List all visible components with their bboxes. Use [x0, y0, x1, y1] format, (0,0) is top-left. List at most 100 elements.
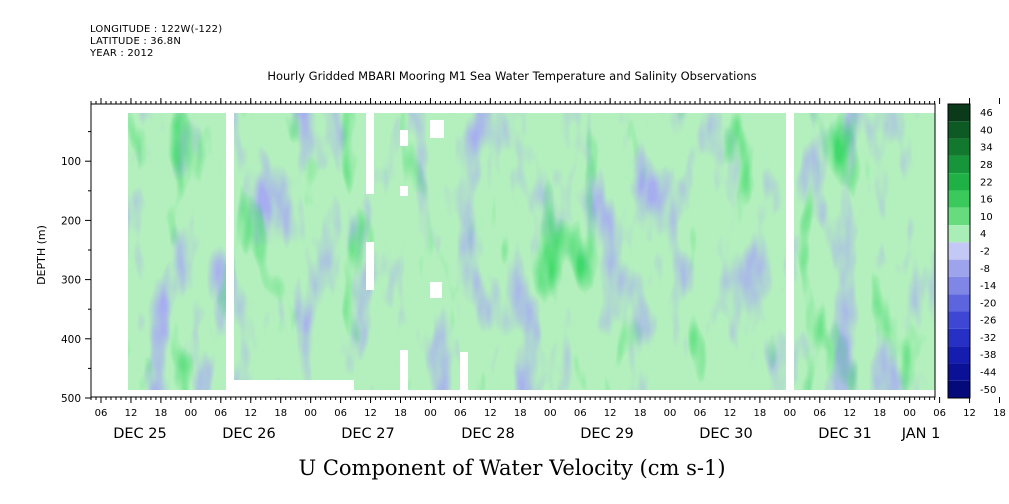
x-tick-label: 18: [394, 408, 407, 419]
metadata-block: LONGITUDE : 122W(-122) LATITUDE : 36.8N …: [90, 24, 222, 60]
x-day-label: JAN 1: [901, 426, 941, 442]
x-day-label: DEC 28: [461, 426, 515, 442]
colorbar-swatch: [948, 380, 970, 398]
x-tick-label: 00: [544, 408, 557, 419]
colorbar-label: 34: [980, 143, 993, 154]
colorbar-swatch: [948, 242, 970, 260]
x-tick-label: 12: [724, 408, 737, 419]
gap-dec27-a: [366, 112, 374, 194]
colorbar-label: -8: [980, 264, 990, 275]
x-tick-label: 18: [754, 408, 767, 419]
x-tick-label: 00: [664, 408, 677, 419]
x-day-label: DEC 30: [699, 426, 753, 442]
colorbar-label: 16: [980, 195, 993, 206]
gap-dec27-b: [366, 242, 374, 290]
heatmap-field: [128, 112, 935, 390]
x-tick-label: 00: [903, 408, 916, 419]
x-day-label: DEC 25: [113, 426, 167, 442]
colorbar-label: -26: [980, 316, 996, 327]
colorbar-swatch: [948, 294, 970, 312]
x-tick-label: 18: [873, 408, 886, 419]
x-tick-label: 06: [454, 408, 467, 419]
colorbar-label: -38: [980, 350, 996, 361]
longitude-label: LONGITUDE : 122W(-122): [90, 24, 223, 35]
colorbar-swatch: [948, 259, 970, 277]
colorbar-label: 40: [980, 125, 993, 136]
colorbar-swatch: [948, 225, 970, 243]
x-tick-label: 06: [933, 408, 946, 419]
gap-dec27-c: [400, 130, 408, 146]
colorbar-swatch: [948, 328, 970, 347]
colorbar-label: 10: [980, 212, 993, 223]
gap-dec28-b: [430, 282, 442, 298]
colorbar-swatch: [948, 104, 970, 122]
gap-dec28-a: [430, 120, 444, 138]
x-tick-label: 18: [274, 408, 287, 419]
x-tick-label: 18: [514, 408, 527, 419]
x-tick-label: 06: [334, 408, 347, 419]
latitude-label: LATITUDE : 36.8N: [90, 36, 182, 47]
colorbar-swatch: [948, 190, 970, 208]
colorbar-swatch: [948, 173, 970, 191]
gap-dec27-d: [400, 186, 408, 196]
colorbar-label: 4: [980, 229, 986, 240]
x-tick-label: 06: [694, 408, 707, 419]
colorbar-label: -32: [980, 333, 996, 344]
y-tick-label: 500: [61, 393, 81, 405]
colorbar-label: -44: [980, 368, 996, 379]
x-ticks: 06 12 18 00 06 12 18 00 06 12 18 00 06 12 18 00 06 12 18 00…: [95, 98, 1006, 442]
colorbar-swatch: [948, 121, 970, 139]
y-ticks: 100 200 300 400 500: [61, 131, 91, 405]
y-axis-label: DEPTH (m): [35, 225, 48, 285]
x-day-label: DEC 26: [222, 426, 276, 442]
year-label: YEAR : 2012: [90, 48, 154, 59]
colorbar-label: -50: [980, 385, 996, 396]
colorbar-label: 46: [980, 108, 993, 119]
colorbar: 46 40 34 28 22 16 10 4 -2 -8 -14 -20 -26 -32 -38 -44 -50: [947, 103, 996, 399]
x-tick-label: 12: [484, 408, 497, 419]
gap-bottom-b: [460, 352, 468, 390]
chart-subtitle: U Component of Water Velocity (cm s-1): [298, 456, 725, 480]
x-tick-label: 12: [364, 408, 377, 419]
gap-dec26: [226, 112, 234, 390]
x-tick-label: 06: [95, 408, 108, 419]
heatmap-positive-regions: [128, 113, 935, 390]
colorbar-swatch: [948, 363, 970, 381]
colorbar-swatch: [948, 276, 970, 295]
colorbar-label: 28: [980, 160, 993, 171]
colorbar-frame: [947, 103, 971, 399]
colorbar-swatch: [948, 346, 970, 364]
colorbar-label: -2: [980, 246, 990, 257]
colorbar-label: -20: [980, 298, 996, 309]
x-tick-label: 00: [424, 408, 437, 419]
x-tick-label: 00: [184, 408, 197, 419]
x-tick-label: 12: [963, 408, 976, 419]
y-tick-label: 100: [61, 156, 81, 168]
x-tick-label: 18: [993, 408, 1006, 419]
y-tick-label: 400: [61, 334, 81, 346]
x-tick-label: 06: [574, 408, 587, 419]
x-tick-label: 12: [244, 408, 257, 419]
x-day-label: DEC 27: [341, 426, 395, 442]
gap-dec30: [786, 112, 794, 390]
colorbar-label: 22: [980, 177, 993, 188]
colorbar-swatch: [948, 207, 970, 226]
x-tick-label: 12: [125, 408, 138, 419]
gap-bottom-a: [400, 350, 408, 390]
y-tick-label: 300: [61, 275, 81, 287]
colorbar-swatch: [948, 311, 970, 329]
x-tick-label: 12: [604, 408, 617, 419]
y-tick-label: 200: [61, 215, 81, 227]
x-day-label: DEC 29: [580, 426, 634, 442]
x-tick-label: 06: [813, 408, 826, 419]
x-tick-label: 00: [304, 408, 317, 419]
gap-bottom-c: [234, 380, 354, 390]
x-tick-label: 18: [634, 408, 647, 419]
x-tick-label: 06: [214, 408, 227, 419]
x-tick-label: 00: [783, 408, 796, 419]
x-day-label: DEC 31: [818, 426, 872, 442]
colorbar-label: -14: [980, 281, 996, 292]
chart-title: Hourly Gridded MBARI Mooring M1 Sea Wate…: [267, 69, 756, 83]
x-tick-label: 12: [843, 408, 856, 419]
